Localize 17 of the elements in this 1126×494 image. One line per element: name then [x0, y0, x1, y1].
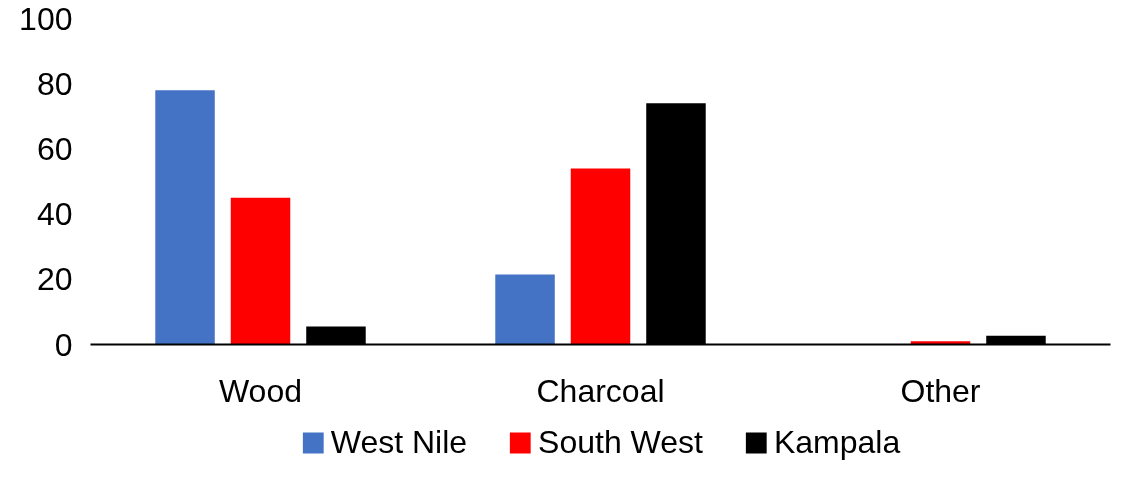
x-tick-label: Charcoal: [536, 372, 665, 409]
y-tick-label: 0: [54, 326, 73, 363]
bar: [155, 90, 215, 345]
y-tick-label: 20: [36, 261, 73, 298]
bar: [230, 197, 291, 345]
bar: [495, 274, 555, 345]
x-tick-label: Other: [900, 372, 981, 409]
bar: [910, 341, 971, 345]
y-tick-label: 40: [36, 196, 73, 233]
legend-label: Kampala: [773, 423, 901, 461]
bar: [570, 168, 631, 345]
x-tick-label: Wood: [218, 372, 303, 409]
y-tick-label: 100: [19, 0, 73, 37]
y-tick-label: 60: [36, 130, 73, 167]
legend-label: South West: [538, 423, 703, 461]
legend-label: West Nile: [330, 423, 468, 461]
y-tick-label: 80: [36, 65, 73, 102]
